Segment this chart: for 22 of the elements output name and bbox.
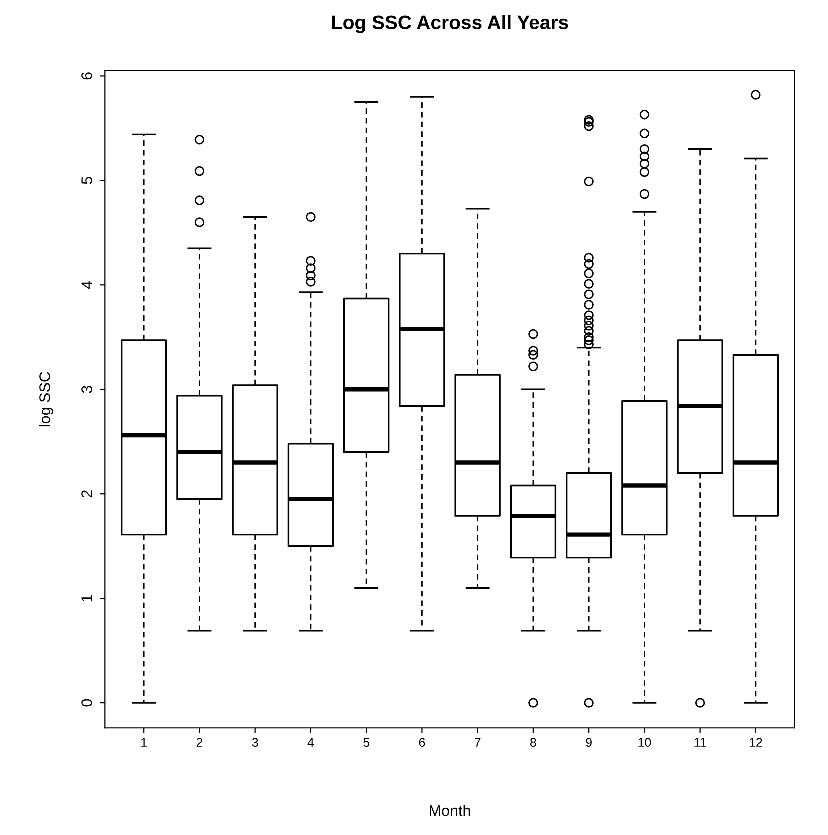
y-tick-label: 2	[82, 490, 92, 498]
x-tick-label: 10	[638, 738, 652, 748]
x-tick-label: 9	[586, 738, 592, 748]
y-tick-label: 3	[82, 386, 92, 394]
y-tick-label: 6	[82, 72, 92, 80]
x-tick-label: 1	[142, 738, 147, 747]
x-tick-label: 5	[364, 738, 370, 748]
y-tick-label: 5	[82, 177, 92, 184]
x-tick-label: 2	[196, 738, 203, 747]
x-tick-label: 7	[474, 738, 481, 747]
y-axis-title: log SSC	[39, 372, 54, 427]
x-tick-label: 8	[530, 738, 536, 748]
x-tick-label: 11	[694, 738, 706, 747]
y-tick-label: 4	[82, 281, 92, 290]
chart-title: Log SSC Across All Years	[332, 15, 568, 34]
y-tick-label: 0	[82, 699, 92, 707]
x-axis-title: Month	[430, 805, 470, 816]
y-tick-label: 1	[82, 595, 92, 602]
x-tick-label: 6	[419, 738, 426, 748]
x-tick-label: 4	[308, 738, 314, 747]
x-tick-label: 12	[750, 738, 762, 747]
x-tick-label: 3	[252, 738, 258, 748]
